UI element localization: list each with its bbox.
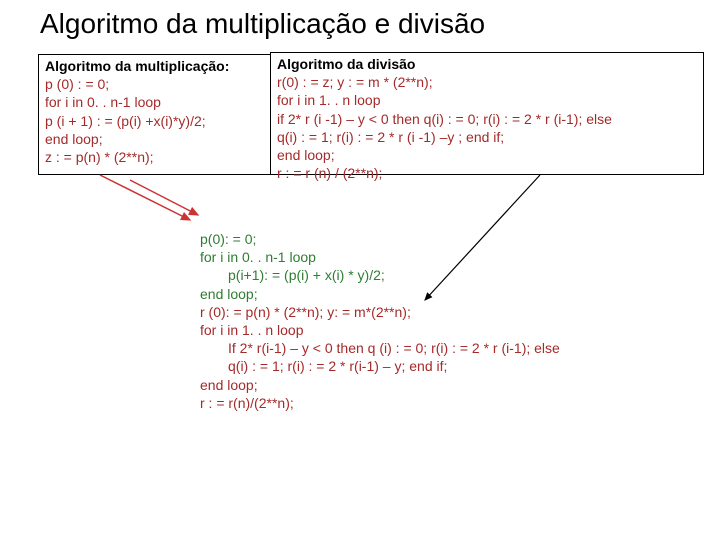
div-heading: Algoritmo da divisão — [277, 56, 415, 72]
division-box: Algoritmo da divisão r(0) : = z; y : = m… — [270, 52, 704, 175]
mult-line: end loop; — [45, 131, 103, 147]
lower-line: p(0): = 0; — [200, 230, 700, 248]
div-line: r : = r (n) / (2**n); — [277, 165, 382, 181]
mult-line: p (0) : = 0; — [45, 76, 109, 92]
mult-line: p (i + 1) : = (p(i) +x(i)*y)/2; — [45, 113, 206, 129]
lower-line: end loop; — [200, 376, 700, 394]
mult-line: z : = p(n) * (2**n); — [45, 149, 154, 165]
lower-line: end loop; — [200, 285, 700, 303]
multiplication-box: Algoritmo da multiplicação: p (0) : = 0;… — [38, 54, 280, 175]
div-line: q(i) : = 1; r(i) : = 2 * r (i -1) –y ; e… — [277, 129, 504, 145]
page-title: Algoritmo da multiplicação e divisão — [0, 0, 720, 40]
mult-heading: Algoritmo da multiplicação: — [45, 58, 229, 74]
div-line: end loop; — [277, 147, 335, 163]
div-line: r(0) : = z; y : = m * (2**n); — [277, 74, 433, 90]
arrow-red-2 — [130, 180, 198, 215]
lower-line: p(i+1): = (p(i) + x(i) * y)/2; — [200, 266, 700, 284]
arrow-red-1 — [100, 175, 190, 220]
lower-line: r (0): = p(n) * (2**n); y: = m*(2**n); — [200, 303, 700, 321]
lower-line: If 2* r(i-1) – y < 0 then q (i) : = 0; r… — [200, 339, 700, 357]
mult-line: for i in 0. . n-1 loop — [45, 94, 161, 110]
div-line: if 2* r (i -1) – y < 0 then q(i) : = 0; … — [277, 111, 612, 127]
div-line: for i in 1. . n loop — [277, 92, 381, 108]
lower-line: for i in 1. . n loop — [200, 321, 700, 339]
lower-line: r : = r(n)/(2**n); — [200, 394, 700, 412]
lower-line: for i in 0. . n-1 loop — [200, 248, 700, 266]
lower-line: q(i) : = 1; r(i) : = 2 * r(i-1) – y; end… — [200, 357, 700, 375]
combined-algorithm: p(0): = 0; for i in 0. . n-1 loop p(i+1)… — [200, 230, 700, 412]
